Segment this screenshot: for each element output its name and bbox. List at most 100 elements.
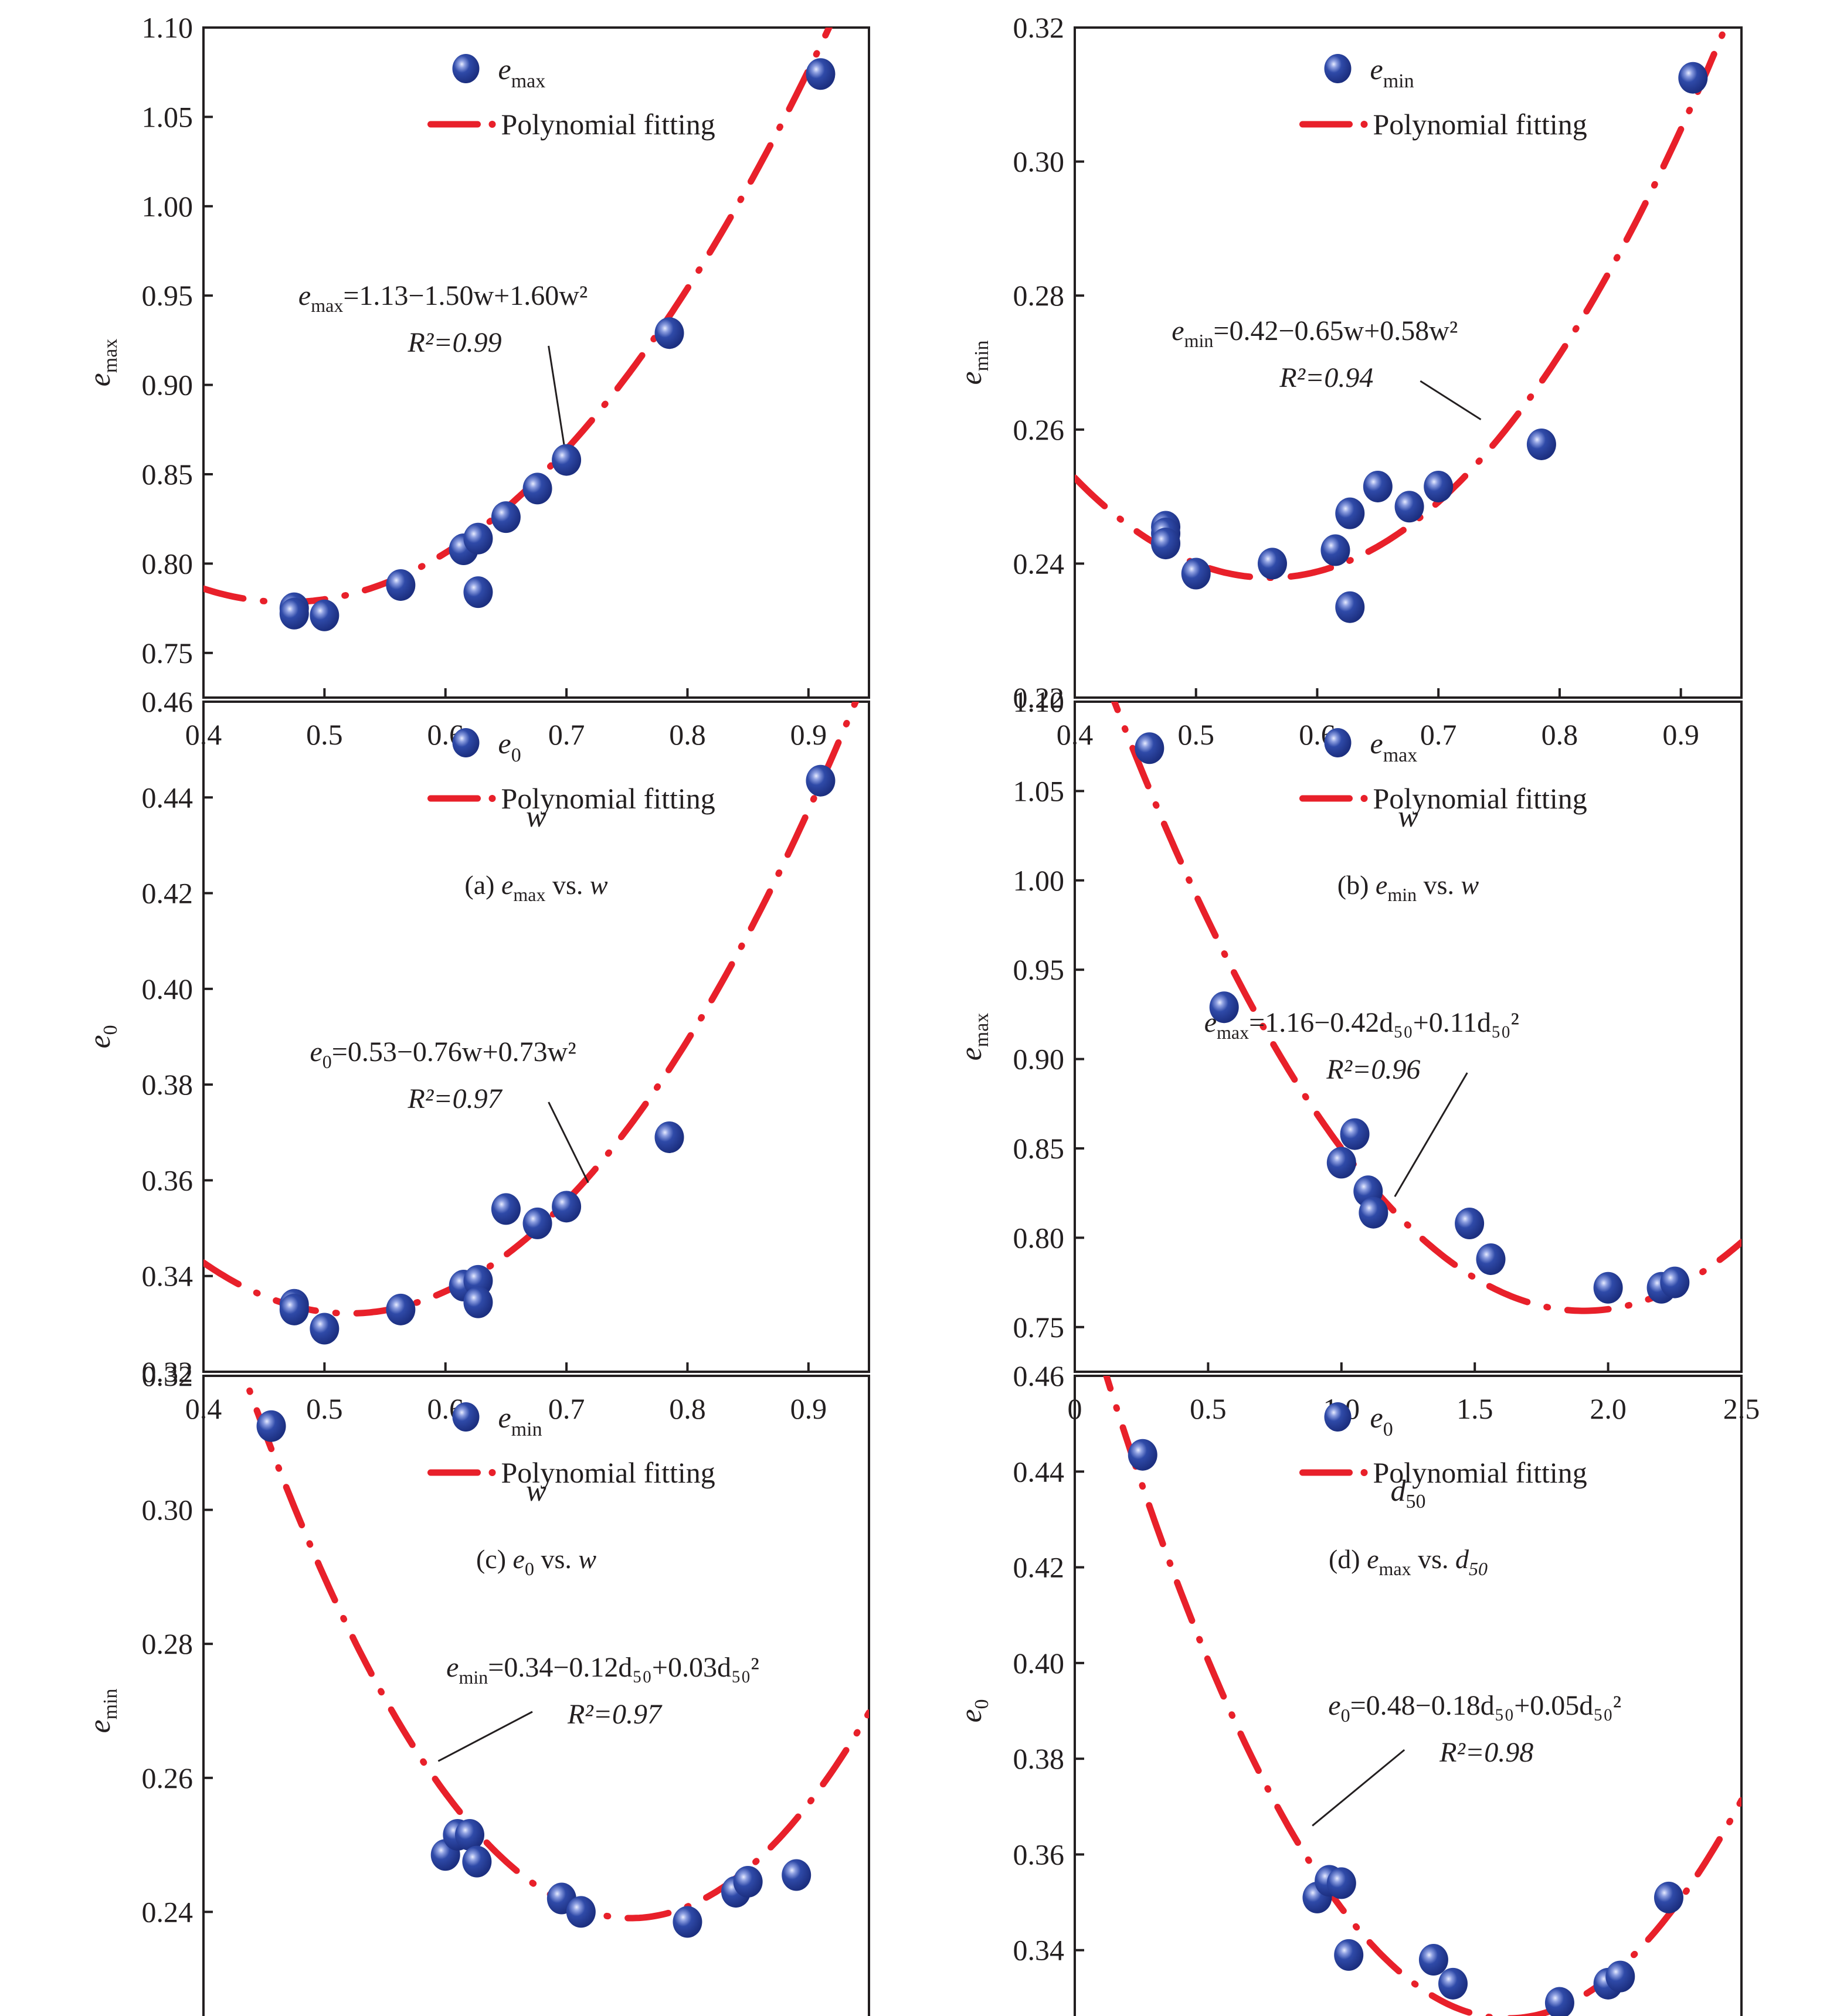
data-point bbox=[522, 472, 552, 505]
legend-fit-label: Polynomial fitting bbox=[501, 108, 715, 141]
y-tick-label: 0.22 bbox=[1013, 681, 1065, 714]
legend-marker bbox=[452, 54, 480, 83]
data-point bbox=[1654, 1881, 1683, 1913]
data-point bbox=[1326, 1867, 1356, 1899]
data-point bbox=[1678, 62, 1708, 94]
x-tick-label: 0.7 bbox=[548, 1392, 585, 1425]
y-axis-title: e0 bbox=[955, 1699, 993, 1722]
y-tick-label: 1.10 bbox=[1013, 685, 1065, 718]
x-tick-label: 1.5 bbox=[1456, 1392, 1493, 1425]
data-point bbox=[1257, 548, 1287, 580]
y-tick-label: 0.95 bbox=[1013, 953, 1065, 986]
fit-curve bbox=[1103, 1376, 1741, 2016]
data-point bbox=[279, 1293, 309, 1325]
y-tick-label: 0.28 bbox=[142, 1627, 193, 1660]
x-tick-label: 0.9 bbox=[1662, 718, 1699, 751]
y-tick-label: 0.95 bbox=[142, 279, 193, 312]
legend-marker bbox=[1324, 728, 1352, 757]
fit-curve-group bbox=[1103, 1376, 1741, 2016]
legend-series-label: emax bbox=[498, 53, 546, 92]
legend-fit-dot bbox=[1360, 121, 1368, 128]
data-point bbox=[673, 1906, 702, 1938]
y-tick-label: 0.38 bbox=[142, 1068, 193, 1101]
data-point bbox=[782, 1859, 812, 1891]
y-tick-label: 0.85 bbox=[142, 458, 193, 491]
x-tick-label: 0.8 bbox=[669, 1392, 706, 1425]
legend-series-label: e0 bbox=[1370, 1401, 1393, 1440]
fit-curve bbox=[1075, 28, 1729, 581]
x-tick-label: 0.8 bbox=[1542, 718, 1578, 751]
legend-fit-dot bbox=[488, 795, 496, 802]
annotation-leader-line bbox=[1420, 380, 1482, 420]
r-squared-label: R²=0.98 bbox=[1439, 1737, 1533, 1768]
data-point bbox=[1476, 1243, 1506, 1275]
y-tick-label: 1.05 bbox=[1013, 774, 1065, 807]
legend-marker bbox=[1324, 54, 1352, 83]
legend-series-label: emin bbox=[498, 1401, 542, 1440]
data-point bbox=[806, 58, 836, 90]
panel-f: 00.51.01.52.02.50.320.340.360.380.400.42… bbox=[924, 1348, 1847, 2016]
data-point bbox=[522, 1207, 552, 1239]
plot-frame bbox=[1074, 701, 1743, 1373]
fit-curve-group bbox=[1111, 702, 1741, 1314]
legend-series-label: emin bbox=[1370, 53, 1414, 92]
x-tick-label: 0.5 bbox=[306, 1392, 343, 1425]
data-point bbox=[1335, 497, 1365, 529]
y-tick-label: 0.36 bbox=[142, 1164, 193, 1196]
panel-caption: (c) e0 vs. w bbox=[476, 1544, 596, 1579]
legend-marker bbox=[452, 1402, 480, 1432]
y-tick-label: 0.32 bbox=[142, 1359, 193, 1392]
panel-d: 00.51.01.52.02.50.750.800.850.900.951.00… bbox=[924, 674, 1847, 1579]
panel-a: 0.4 0.5 0.6 0.7 0.8 0.9 0.75 0.80 0.85 0.90 0.95 1.… bbox=[0, 0, 924, 905]
y-tick-label: 0.38 bbox=[1013, 1742, 1065, 1775]
data-point bbox=[1660, 1266, 1690, 1298]
x-tick-label: 0.5 bbox=[1190, 1392, 1227, 1425]
y-tick-label: 0.24 bbox=[1013, 547, 1065, 580]
data-point bbox=[806, 764, 836, 797]
data-point bbox=[463, 522, 493, 555]
fit-curve-group bbox=[1075, 28, 1729, 581]
y-axis-title: e0 bbox=[83, 1025, 121, 1048]
x-tick-label: 0.7 bbox=[548, 718, 585, 751]
y-tick-label: 1.00 bbox=[142, 190, 193, 223]
x-axis-title: w bbox=[526, 800, 546, 834]
annotation-leader-line bbox=[1312, 1749, 1405, 1827]
legend-fit-label: Polynomial fitting bbox=[501, 1456, 715, 1489]
panel-e: 00.51.01.52.02.50.220.240.260.280.300.32… bbox=[0, 1348, 924, 2016]
y-tick-label: 0.90 bbox=[1013, 1043, 1065, 1076]
y-tick-label: 0.34 bbox=[1013, 1934, 1065, 1967]
legend-series-label: emax bbox=[1370, 727, 1418, 766]
x-axis-title: d50 bbox=[1391, 1474, 1426, 1512]
legend-marker bbox=[452, 728, 480, 757]
data-point bbox=[310, 599, 339, 631]
panel-c: 0.4 0.5 0.6 0.7 0.8 0.9 0.32 0.34 0.36 0.38 0.40 0.… bbox=[0, 674, 924, 1579]
data-point bbox=[279, 597, 309, 630]
data-point bbox=[552, 444, 582, 476]
r-squared-label: R²=0.96 bbox=[1326, 1054, 1420, 1085]
x-tick-label: 0.8 bbox=[669, 718, 706, 751]
y-tick-label: 0.40 bbox=[142, 973, 193, 1005]
annotation-leader-line bbox=[437, 1711, 533, 1762]
data-point bbox=[1326, 1147, 1356, 1179]
data-point bbox=[1151, 528, 1181, 560]
plot-frame bbox=[202, 701, 870, 1373]
data-point bbox=[1181, 557, 1211, 590]
y-tick-label: 0.80 bbox=[142, 547, 193, 580]
r-squared-label: R²=0.97 bbox=[408, 1083, 503, 1114]
data-point bbox=[1335, 591, 1365, 623]
x-tick-label: 0.9 bbox=[790, 718, 827, 751]
data-point bbox=[1334, 1939, 1364, 1971]
y-tick-label: 1.10 bbox=[142, 11, 193, 44]
x-tick-label: 0.5 bbox=[306, 718, 343, 751]
panel-caption: (d) emax vs. d50 bbox=[1329, 1544, 1488, 1579]
y-tick-label: 0.40 bbox=[1013, 1647, 1065, 1680]
fit-equation: e0=0.48−0.18d₅₀+0.05d₅₀² bbox=[1328, 1690, 1621, 1726]
panel-caption: (b) emin vs. w bbox=[1337, 870, 1479, 905]
data-point bbox=[1438, 1967, 1468, 2000]
data-point bbox=[1526, 428, 1556, 460]
r-squared-label: R²=0.94 bbox=[1279, 362, 1373, 393]
legend-fit-dot bbox=[488, 121, 496, 128]
data-point bbox=[733, 1865, 763, 1898]
plot-frame bbox=[202, 26, 870, 699]
fit-equation: emin=0.42−0.65w+0.58w² bbox=[1172, 315, 1458, 351]
